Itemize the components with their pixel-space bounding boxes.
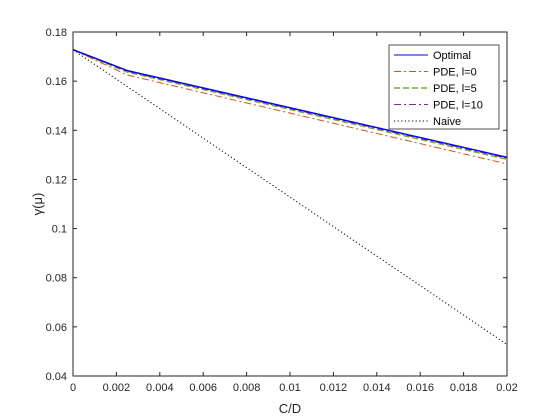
legend: Optimal PDE, l=0 PDE, l=5 PDE, l=10 Naive	[388, 44, 500, 130]
x-axis-label: C/D	[279, 401, 301, 416]
y-tick-label: 0.14	[46, 125, 67, 137]
x-tick-label: 0.004	[146, 382, 174, 394]
legend-label: PDE, l=10	[433, 100, 483, 112]
x-axis-ticks: 0 0.002 0.004 0.006 0.008 0.01 0.012 0.014 0.016…	[70, 32, 518, 394]
x-tick-label: 0.016	[406, 382, 434, 394]
legend-label: Optimal	[433, 50, 471, 62]
y-axis-label: γ(μ)	[30, 193, 45, 216]
legend-label: PDE, l=0	[433, 67, 477, 79]
series-line-4	[72, 49, 508, 345]
x-tick-label: 0.014	[363, 382, 391, 394]
x-tick-label: 0.008	[233, 382, 261, 394]
y-tick-label: 0.18	[46, 27, 67, 39]
x-tick-label: 0.018	[450, 382, 478, 394]
y-tick-label: 0.06	[46, 322, 67, 334]
y-axis-ticks: 0.04 0.06 0.08 0.1 0.12 0.14 0.16 0.18	[46, 27, 507, 383]
y-tick-label: 0.08	[46, 273, 67, 285]
y-tick-label: 0.16	[46, 76, 67, 88]
y-tick-label: 0.04	[46, 371, 67, 383]
legend-box	[388, 44, 500, 130]
x-tick-label: 0.01	[279, 382, 300, 394]
x-tick-label: 0.012	[320, 382, 348, 394]
x-tick-label: 0.02	[496, 382, 517, 394]
series-layer	[72, 48, 508, 345]
legend-label: PDE, l=5	[433, 83, 477, 95]
legend-label: Naive	[433, 116, 461, 128]
x-tick-label: 0.002	[103, 382, 131, 394]
x-tick-label: 0	[70, 382, 76, 394]
series-line-0	[72, 49, 508, 158]
y-tick-label: 0.1	[52, 224, 67, 236]
series-line-1	[72, 49, 508, 165]
x-tick-label: 0.006	[189, 382, 217, 394]
y-tick-label: 0.12	[46, 174, 67, 186]
